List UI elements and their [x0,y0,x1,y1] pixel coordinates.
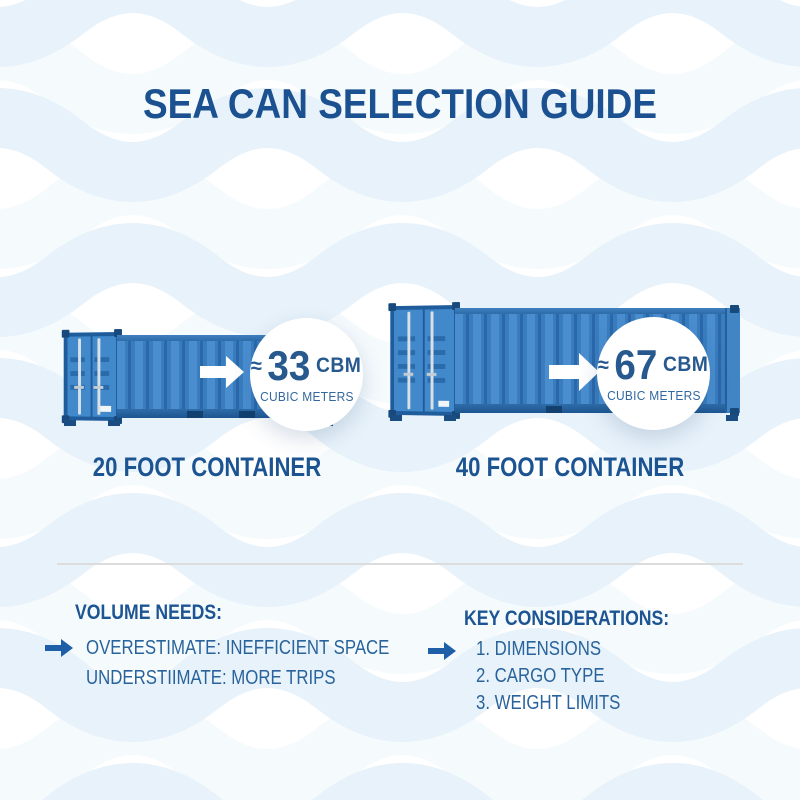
container-corner-post [725,305,740,416]
capacity-badge-40ft: ≈ 67 CBM CUBIC METERS [597,317,710,430]
forklift-pocket [546,406,563,413]
forklift-pocket [239,411,256,418]
container-20ft-label: 20 FOOT CONTAINER [92,452,322,482]
approx-symbol: ≈ [251,352,263,378]
container-doors [394,309,455,412]
container-bottom-rail [455,404,740,413]
corner-fitting [730,408,739,416]
capacity-unit: CBM [316,353,362,377]
container-foot [390,415,402,421]
consideration-item: 3. WEIGHT LIMITS [476,692,621,714]
consideration-item: 1. DIMENSIONS [476,638,602,660]
approx-symbol: ≈ [598,351,610,377]
container-foot [726,415,738,421]
bullet-arrow-icon [45,639,73,657]
capacity-value: 33 [267,341,311,389]
right-arrow-icon [200,356,244,388]
door-lock-rod [78,338,81,415]
corner-fitting [388,303,396,312]
door-handle [403,372,413,376]
capacity-value-line: ≈ 67 CBM [598,340,709,388]
door-lock-rod [97,338,101,415]
forklift-pocket [186,411,203,418]
container-foot [64,420,76,426]
door-handle [93,386,104,390]
door-lock-rod [431,311,434,410]
container-40ft-label: 40 FOOT CONTAINER [455,452,685,482]
door-lock-rod [407,311,410,410]
container-door-end [388,301,460,420]
volume-needs-lines: OVERESTIMATE: INEFFICIENT SPACE UNDERSTI… [86,633,389,693]
container-bottom-rail [117,409,335,418]
volume-line: OVERESTIMATE: INEFFICIENT SPACE [86,637,390,659]
door-split-line [422,309,425,412]
capacity-value-line: ≈ 33 CBM [251,341,362,389]
door-id-plate [438,400,450,407]
container-top-rail [455,308,740,314]
capacity-badge-20ft: ≈ 33 CBM CUBIC METERS [250,318,363,431]
consideration-item: 2. CARGO TYPE [476,665,605,687]
door-split-line [90,336,93,417]
capacity-value: 67 [614,340,658,388]
capacity-unit: CBM [663,352,709,376]
capacity-subtitle: CUBIC METERS [259,388,354,404]
corner-fitting [730,305,739,313]
page-title: SEA CAN SELECTION GUIDE [142,80,658,127]
volume-line: UNDERSTIIMATE: MORE TRIPS [86,667,336,689]
right-arrow-icon [549,353,599,391]
key-considerations-heading: KEY CONSIDERATIONS: [464,607,670,630]
volume-needs-heading: VOLUME NEEDS: [75,601,223,624]
section-divider [57,563,743,565]
bullet-arrow-icon [428,642,456,660]
container-doors [67,336,117,417]
door-handle [427,372,437,376]
capacity-subtitle: CUBIC METERS [606,387,701,403]
door-id-plate [100,405,112,412]
container-foot [108,420,120,426]
door-handle [74,386,84,390]
corner-fitting [61,329,70,338]
key-considerations-list: 1. DIMENSIONS 2. CARGO TYPE 3. WEIGHT LI… [476,636,620,717]
container-door-end [61,328,122,425]
container-top-rail [117,335,335,341]
container-foot [444,415,456,421]
